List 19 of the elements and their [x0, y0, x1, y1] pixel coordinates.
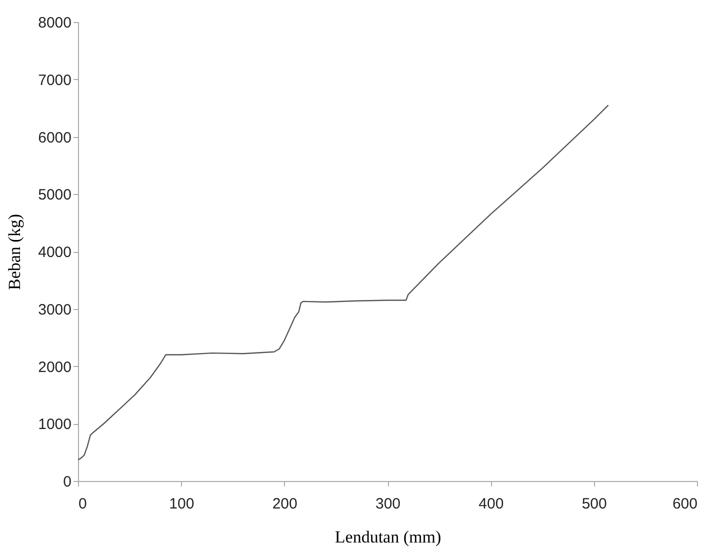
x-axis-title: Lendutan (mm) — [334, 528, 442, 546]
x-tick-label: 100 — [169, 496, 194, 512]
x-tick-label: 300 — [375, 496, 401, 512]
x-tick-label: 0 — [78, 496, 87, 512]
x-tick-label: 500 — [582, 496, 607, 512]
line-series — [77, 104, 609, 460]
y-tick-label: 1000 — [38, 416, 72, 434]
x-tick-label: 400 — [478, 496, 504, 512]
y-tick-label: 6000 — [38, 129, 72, 146]
x-tick-label: 600 — [672, 496, 698, 512]
y-tick-label: 4000 — [38, 244, 72, 261]
y-tick-label: 8000 — [38, 14, 72, 32]
y-tick-label: 3000 — [38, 301, 72, 318]
y-axis-title: Beban (kg) — [5, 214, 24, 290]
x-tick-label: 200 — [272, 496, 298, 512]
y-tick-label: 0 — [63, 474, 72, 490]
y-tick-label: 5000 — [38, 186, 72, 204]
y-tick-label: 7000 — [38, 72, 72, 89]
y-tick-label: 2000 — [38, 358, 72, 376]
